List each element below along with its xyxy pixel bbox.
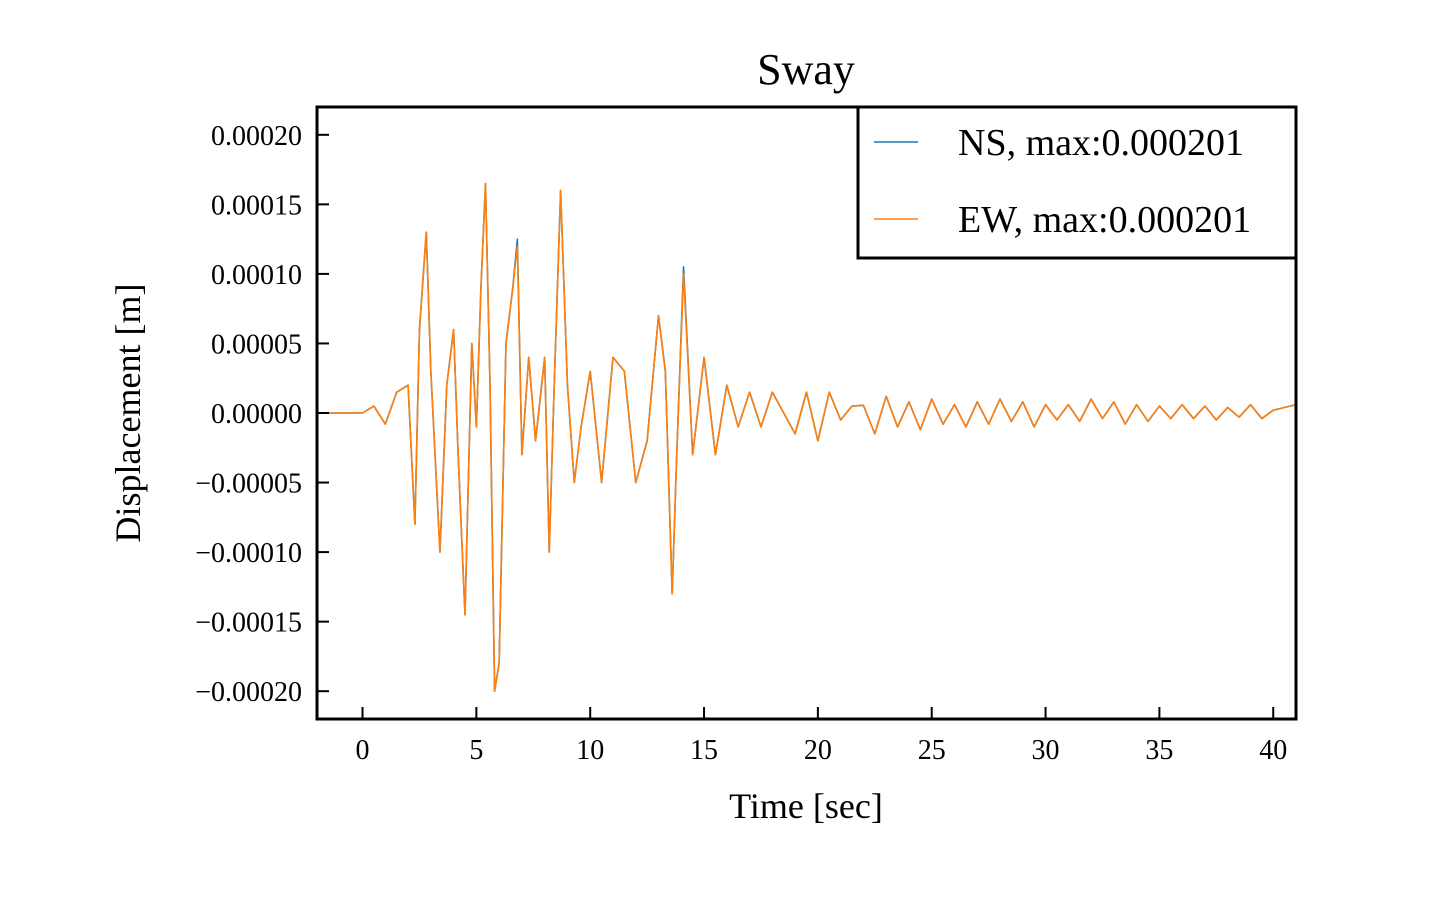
- x-axis-label: Time [sec]: [729, 786, 883, 826]
- y-tick-label: −0.00010: [195, 538, 302, 569]
- legend-box: [856, 105, 1298, 260]
- x-tick-label: 10: [576, 735, 604, 766]
- y-tick-label: −0.00015: [195, 608, 302, 639]
- ticks-layer: 0 5 10 15 20 25 30 35 40 0.00020 0.00015 0.00010 0.0…: [195, 121, 1287, 766]
- x-tick-label: 40: [1259, 735, 1287, 766]
- chart-title: Sway: [757, 45, 855, 94]
- x-tick-label: 15: [690, 735, 718, 766]
- x-tick-label: 25: [918, 735, 946, 766]
- x-tick-label: 5: [469, 735, 483, 766]
- legend-label-ew: EW, max:0.000201: [958, 199, 1251, 241]
- series-line-ns: [317, 182, 1297, 692]
- y-tick-label: 0.00015: [211, 190, 302, 221]
- legend: NS, max:0.000201 EW, max:0.000201: [856, 105, 1298, 260]
- y-tick-label: −0.00005: [195, 469, 302, 500]
- x-tick-label: 0: [356, 735, 370, 766]
- x-tick-label: 35: [1145, 735, 1173, 766]
- plot-area: 0 5 10 15 20 25 30 35 40 0.00020 0.00015 0.00010 0.0…: [195, 105, 1298, 766]
- series-layer: [317, 182, 1297, 692]
- y-tick-label: 0.00020: [211, 121, 302, 152]
- x-tick-label: 20: [804, 735, 832, 766]
- y-tick-label: 0.00005: [211, 329, 302, 360]
- x-tick-label: 30: [1032, 735, 1060, 766]
- axes-frame: [315, 105, 1298, 721]
- legend-label-ns: NS, max:0.000201: [958, 122, 1244, 164]
- y-axis-label: Displacement [m]: [108, 284, 148, 543]
- y-tick-label: 0.00000: [211, 399, 302, 430]
- y-tick-label: 0.00010: [211, 260, 302, 291]
- y-tick-label: −0.00020: [195, 677, 302, 708]
- series-line-ew: [317, 182, 1297, 692]
